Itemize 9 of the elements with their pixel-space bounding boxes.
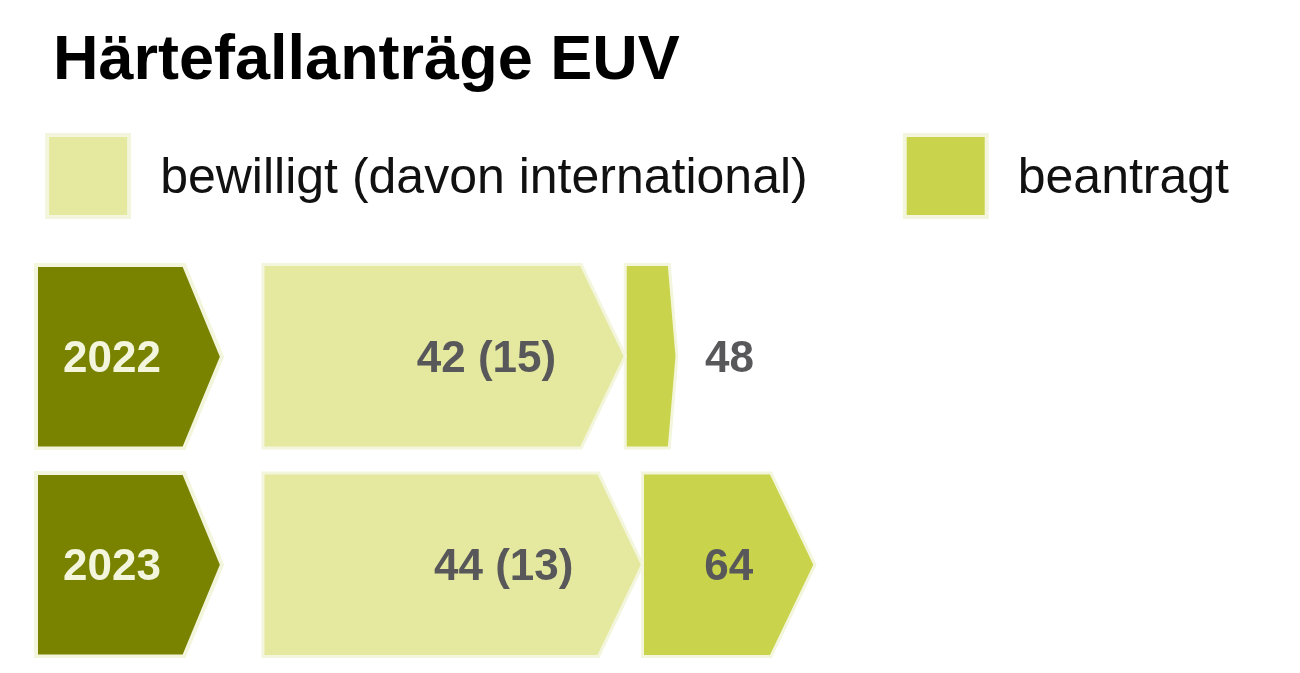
chart-title: Härtefallanträge EUV <box>53 21 680 92</box>
data-label: 42 (15) <box>416 331 557 381</box>
legend-label: bewilligt (davon international) <box>160 148 808 204</box>
y-tick-label: 2023 <box>63 540 161 590</box>
data-label: 44 (13) <box>434 540 574 590</box>
total-label: 48 <box>705 331 754 381</box>
y-tick-label: 2022 <box>63 331 161 381</box>
total-label: 64 <box>704 540 754 590</box>
legend-label: beantragt <box>1017 148 1230 204</box>
